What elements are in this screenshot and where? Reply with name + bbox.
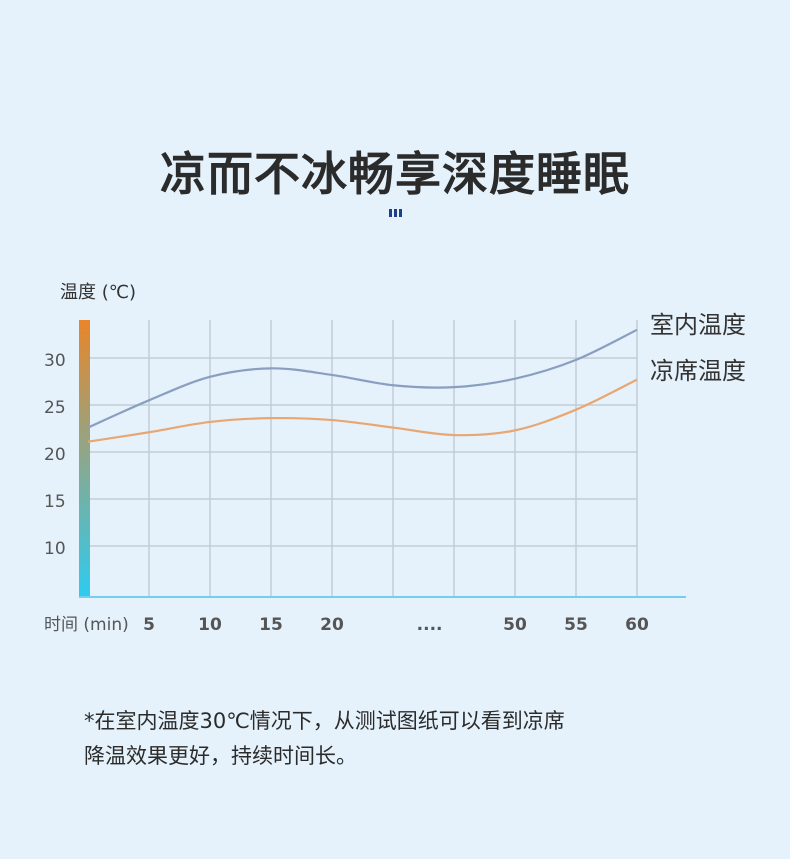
x-tick-label: 15 <box>259 615 283 635</box>
footnote-line: *在室内温度30℃情况下，从测试图纸可以看到凉席 <box>84 709 565 733</box>
temperature-chart: 温度 (℃) 时间 (min) 30 25 20 15 10 5 10 15 20.... 50 5… <box>44 282 746 635</box>
legend-label: 凉席温度 <box>650 357 746 385</box>
x-tick-label: .... <box>417 615 443 635</box>
footnote-line: 降温效果更好，持续时间长。 <box>84 744 357 768</box>
y-tick-label: 15 <box>44 492 66 512</box>
x-tick-label: 50 <box>503 615 527 635</box>
x-axis-label: 时间 (min) <box>44 615 129 635</box>
y-tick-label: 30 <box>44 351 66 371</box>
x-tick-label: 20 <box>320 615 344 635</box>
footnote: *在室内温度30℃情况下，从测试图纸可以看到凉席 降温效果更好，持续时间长。 <box>84 704 724 774</box>
y-axis-label: 温度 (℃) <box>60 282 136 303</box>
x-tick-label: 5 <box>143 615 155 635</box>
y-tick-label: 20 <box>44 445 66 465</box>
title-decoration <box>389 209 402 217</box>
y-tick-label: 25 <box>44 398 66 418</box>
y-tick-label: 10 <box>44 539 66 559</box>
y-axis-gradient-bar <box>79 320 90 597</box>
legend-label: 室内温度 <box>650 311 746 339</box>
x-tick-label: 60 <box>625 615 649 635</box>
x-tick-label: 10 <box>198 615 222 635</box>
page-title: 凉而不冰畅享深度睡眠 <box>160 147 630 201</box>
series-line-0 <box>87 328 638 429</box>
x-tick-label: 55 <box>564 615 588 635</box>
series-line-1 <box>87 378 638 443</box>
